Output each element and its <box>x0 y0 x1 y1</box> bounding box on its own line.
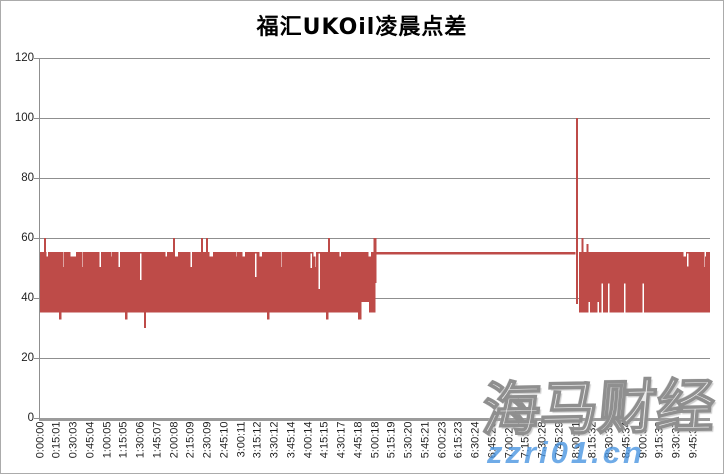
x-axis-label: 3:45:14 <box>285 421 298 459</box>
gridline <box>40 118 710 119</box>
x-axis-label: 4:45:18 <box>352 421 365 459</box>
y-axis-label: 20 <box>21 352 34 364</box>
y-axis-label: 100 <box>14 112 34 124</box>
gridline <box>40 178 710 179</box>
gridline <box>40 58 710 59</box>
y-axis-tick <box>34 118 39 119</box>
x-axis-label: 0:30:03 <box>67 421 80 459</box>
gridline <box>40 358 710 359</box>
x-axis-label: 5:45:21 <box>419 421 432 459</box>
x-axis-label: 1:30:06 <box>134 421 147 459</box>
x-axis-label: 6:00:23 <box>436 421 448 459</box>
y-axis-label: 120 <box>14 52 34 64</box>
x-axis-label: 0:00:00 <box>34 421 46 459</box>
x-axis-label: 5:30:20 <box>402 421 415 459</box>
y-axis-tick <box>34 298 39 299</box>
y-axis-tick <box>34 418 39 419</box>
x-axis-label: 3:15:12 <box>251 421 264 459</box>
x-axis-label: 4:00:14 <box>302 421 314 459</box>
x-axis-label: 0:15:01 <box>50 421 63 459</box>
x-axis-label: 3:00:11 <box>235 421 247 458</box>
x-axis-label: 2:30:09 <box>201 421 214 459</box>
x-axis-label: 6:15:23 <box>452 421 465 459</box>
x-axis-label: 1:00:05 <box>101 421 113 459</box>
y-axis-label: 40 <box>21 292 34 304</box>
x-axis-label: 5:15:19 <box>385 421 398 459</box>
y-axis-tick <box>34 178 39 179</box>
spread-series <box>40 118 710 328</box>
y-axis-tick <box>34 358 39 359</box>
x-axis-label: 2:45:10 <box>218 421 231 459</box>
y-axis-label: 80 <box>21 172 34 184</box>
y-axis-tick <box>34 238 39 239</box>
y-axis-label: 60 <box>21 232 34 244</box>
y-axis-tick <box>34 58 39 59</box>
x-axis-label: 4:15:15 <box>318 421 331 459</box>
y-axis-label: 0 <box>27 412 34 424</box>
watermark-site-text: zzri01.cn <box>487 435 645 470</box>
x-axis-label: 2:00:08 <box>168 421 180 459</box>
x-axis-label: 0:45:04 <box>84 421 97 459</box>
x-axis-label: 1:15:05 <box>117 421 130 459</box>
plot-area <box>39 58 710 421</box>
x-axis-label: 1:45:07 <box>151 421 164 459</box>
chart-title: 福汇UKOil凌晨点差 <box>256 15 468 40</box>
x-axis-label: 5:00:18 <box>369 421 381 459</box>
watermark-text-cn: 海马财经 <box>479 371 719 445</box>
x-axis-label: 3:30:12 <box>268 421 281 459</box>
x-axis-label: 4:30:17 <box>335 421 348 459</box>
x-axis-label: 2:15:09 <box>184 421 197 459</box>
